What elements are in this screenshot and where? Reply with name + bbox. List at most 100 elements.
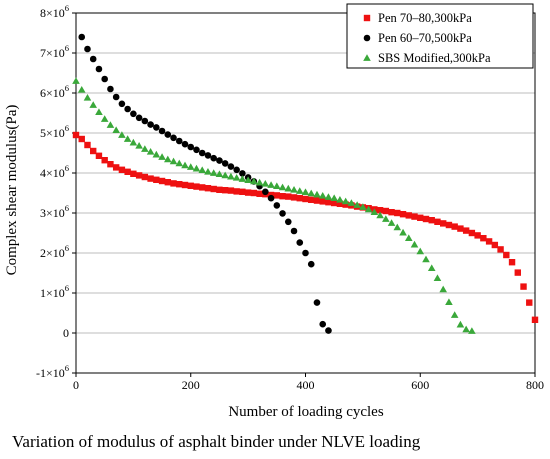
data-point <box>382 207 390 215</box>
data-point <box>410 240 419 248</box>
y-tick-base: 1×10 <box>40 286 65 300</box>
data-point <box>164 155 172 163</box>
data-point <box>84 141 91 149</box>
data-point <box>416 247 425 255</box>
data-point <box>199 184 206 191</box>
data-point <box>124 105 131 113</box>
data-point <box>376 207 384 214</box>
data-point <box>175 137 183 145</box>
data-point <box>141 145 149 152</box>
data-point <box>399 228 407 236</box>
data-point <box>313 299 321 306</box>
data-point <box>193 146 200 154</box>
data-point <box>347 199 356 206</box>
data-point <box>422 215 430 223</box>
data-point <box>181 181 189 189</box>
y-tick-exponent: 6 <box>65 123 69 133</box>
data-point <box>193 183 200 190</box>
data-point <box>129 138 138 146</box>
y-tick-label: 3×106 <box>40 203 69 220</box>
data-point <box>387 219 396 226</box>
data-point <box>319 198 326 205</box>
data-point <box>187 143 195 151</box>
x-tick-label: 400 <box>297 378 315 392</box>
y-tick-base: 5×10 <box>40 126 65 140</box>
data-point <box>531 316 539 323</box>
data-point <box>192 164 201 172</box>
data-point <box>89 101 98 108</box>
x-tick-label: 200 <box>182 378 200 392</box>
y-tick-exponent: 6 <box>65 3 69 13</box>
x-tick-label: 600 <box>411 378 429 392</box>
data-point <box>216 186 223 193</box>
data-point <box>404 234 413 242</box>
data-point <box>491 241 499 249</box>
data-point <box>153 124 160 131</box>
data-point <box>330 199 338 207</box>
legend-marker <box>363 54 371 61</box>
data-point <box>77 86 86 93</box>
data-point <box>376 211 384 219</box>
data-point <box>428 217 435 224</box>
data-point <box>141 173 149 181</box>
y-tick-base: 4×10 <box>40 166 65 180</box>
data-point <box>227 187 235 194</box>
data-point <box>135 172 143 179</box>
data-point <box>204 152 212 159</box>
data-point <box>319 320 327 328</box>
data-point <box>227 172 235 180</box>
data-point <box>445 298 453 306</box>
data-point <box>123 135 132 142</box>
y-tick-label: 5×106 <box>40 123 69 140</box>
x-tick-label: 0 <box>73 378 79 392</box>
data-point <box>480 235 487 242</box>
data-point <box>170 134 177 142</box>
data-point <box>239 170 246 177</box>
legend-marker <box>363 14 371 22</box>
data-point <box>456 320 465 328</box>
data-point <box>417 214 424 221</box>
data-point <box>324 193 333 200</box>
data-point <box>325 327 332 334</box>
y-tick-exponent: 6 <box>65 363 69 373</box>
y-tick-label: 1×106 <box>40 283 69 300</box>
data-point <box>78 135 85 143</box>
data-point <box>233 166 240 174</box>
data-point <box>147 175 154 182</box>
data-point <box>84 45 91 53</box>
y-tick-label: 8×106 <box>40 3 69 20</box>
data-point <box>221 160 229 167</box>
legend-label: SBS Modified,300kPa <box>378 51 491 65</box>
data-point <box>118 166 126 173</box>
y-tick-label: 4×106 <box>40 163 69 180</box>
data-point <box>307 260 315 268</box>
data-point <box>336 200 344 207</box>
data-point <box>445 221 453 229</box>
data-point <box>485 238 493 245</box>
data-point <box>209 169 218 176</box>
data-point <box>158 177 166 185</box>
data-point <box>112 93 120 101</box>
data-point <box>285 193 292 200</box>
y-axis-ticks: -1×10601×1062×1063×1064×1065×1066×1067×1… <box>36 3 76 380</box>
data-point <box>364 205 373 213</box>
data-point <box>353 201 361 208</box>
y-tick-base: 0 <box>63 326 69 340</box>
data-point <box>508 259 516 266</box>
data-point <box>526 299 533 306</box>
data-point <box>107 161 114 168</box>
data-point <box>215 170 224 178</box>
series-1 <box>72 131 539 323</box>
data-point <box>204 168 212 175</box>
data-point <box>290 227 298 235</box>
data-point <box>250 177 258 185</box>
data-point <box>106 121 115 128</box>
figure-caption: Variation of modulus of asphalt binder u… <box>12 432 421 451</box>
data-point <box>101 157 108 164</box>
data-point <box>302 249 309 257</box>
data-point <box>89 55 97 63</box>
y-tick-exponent: 6 <box>65 243 69 253</box>
y-tick-exponent: 6 <box>65 83 69 93</box>
data-point <box>95 65 103 73</box>
